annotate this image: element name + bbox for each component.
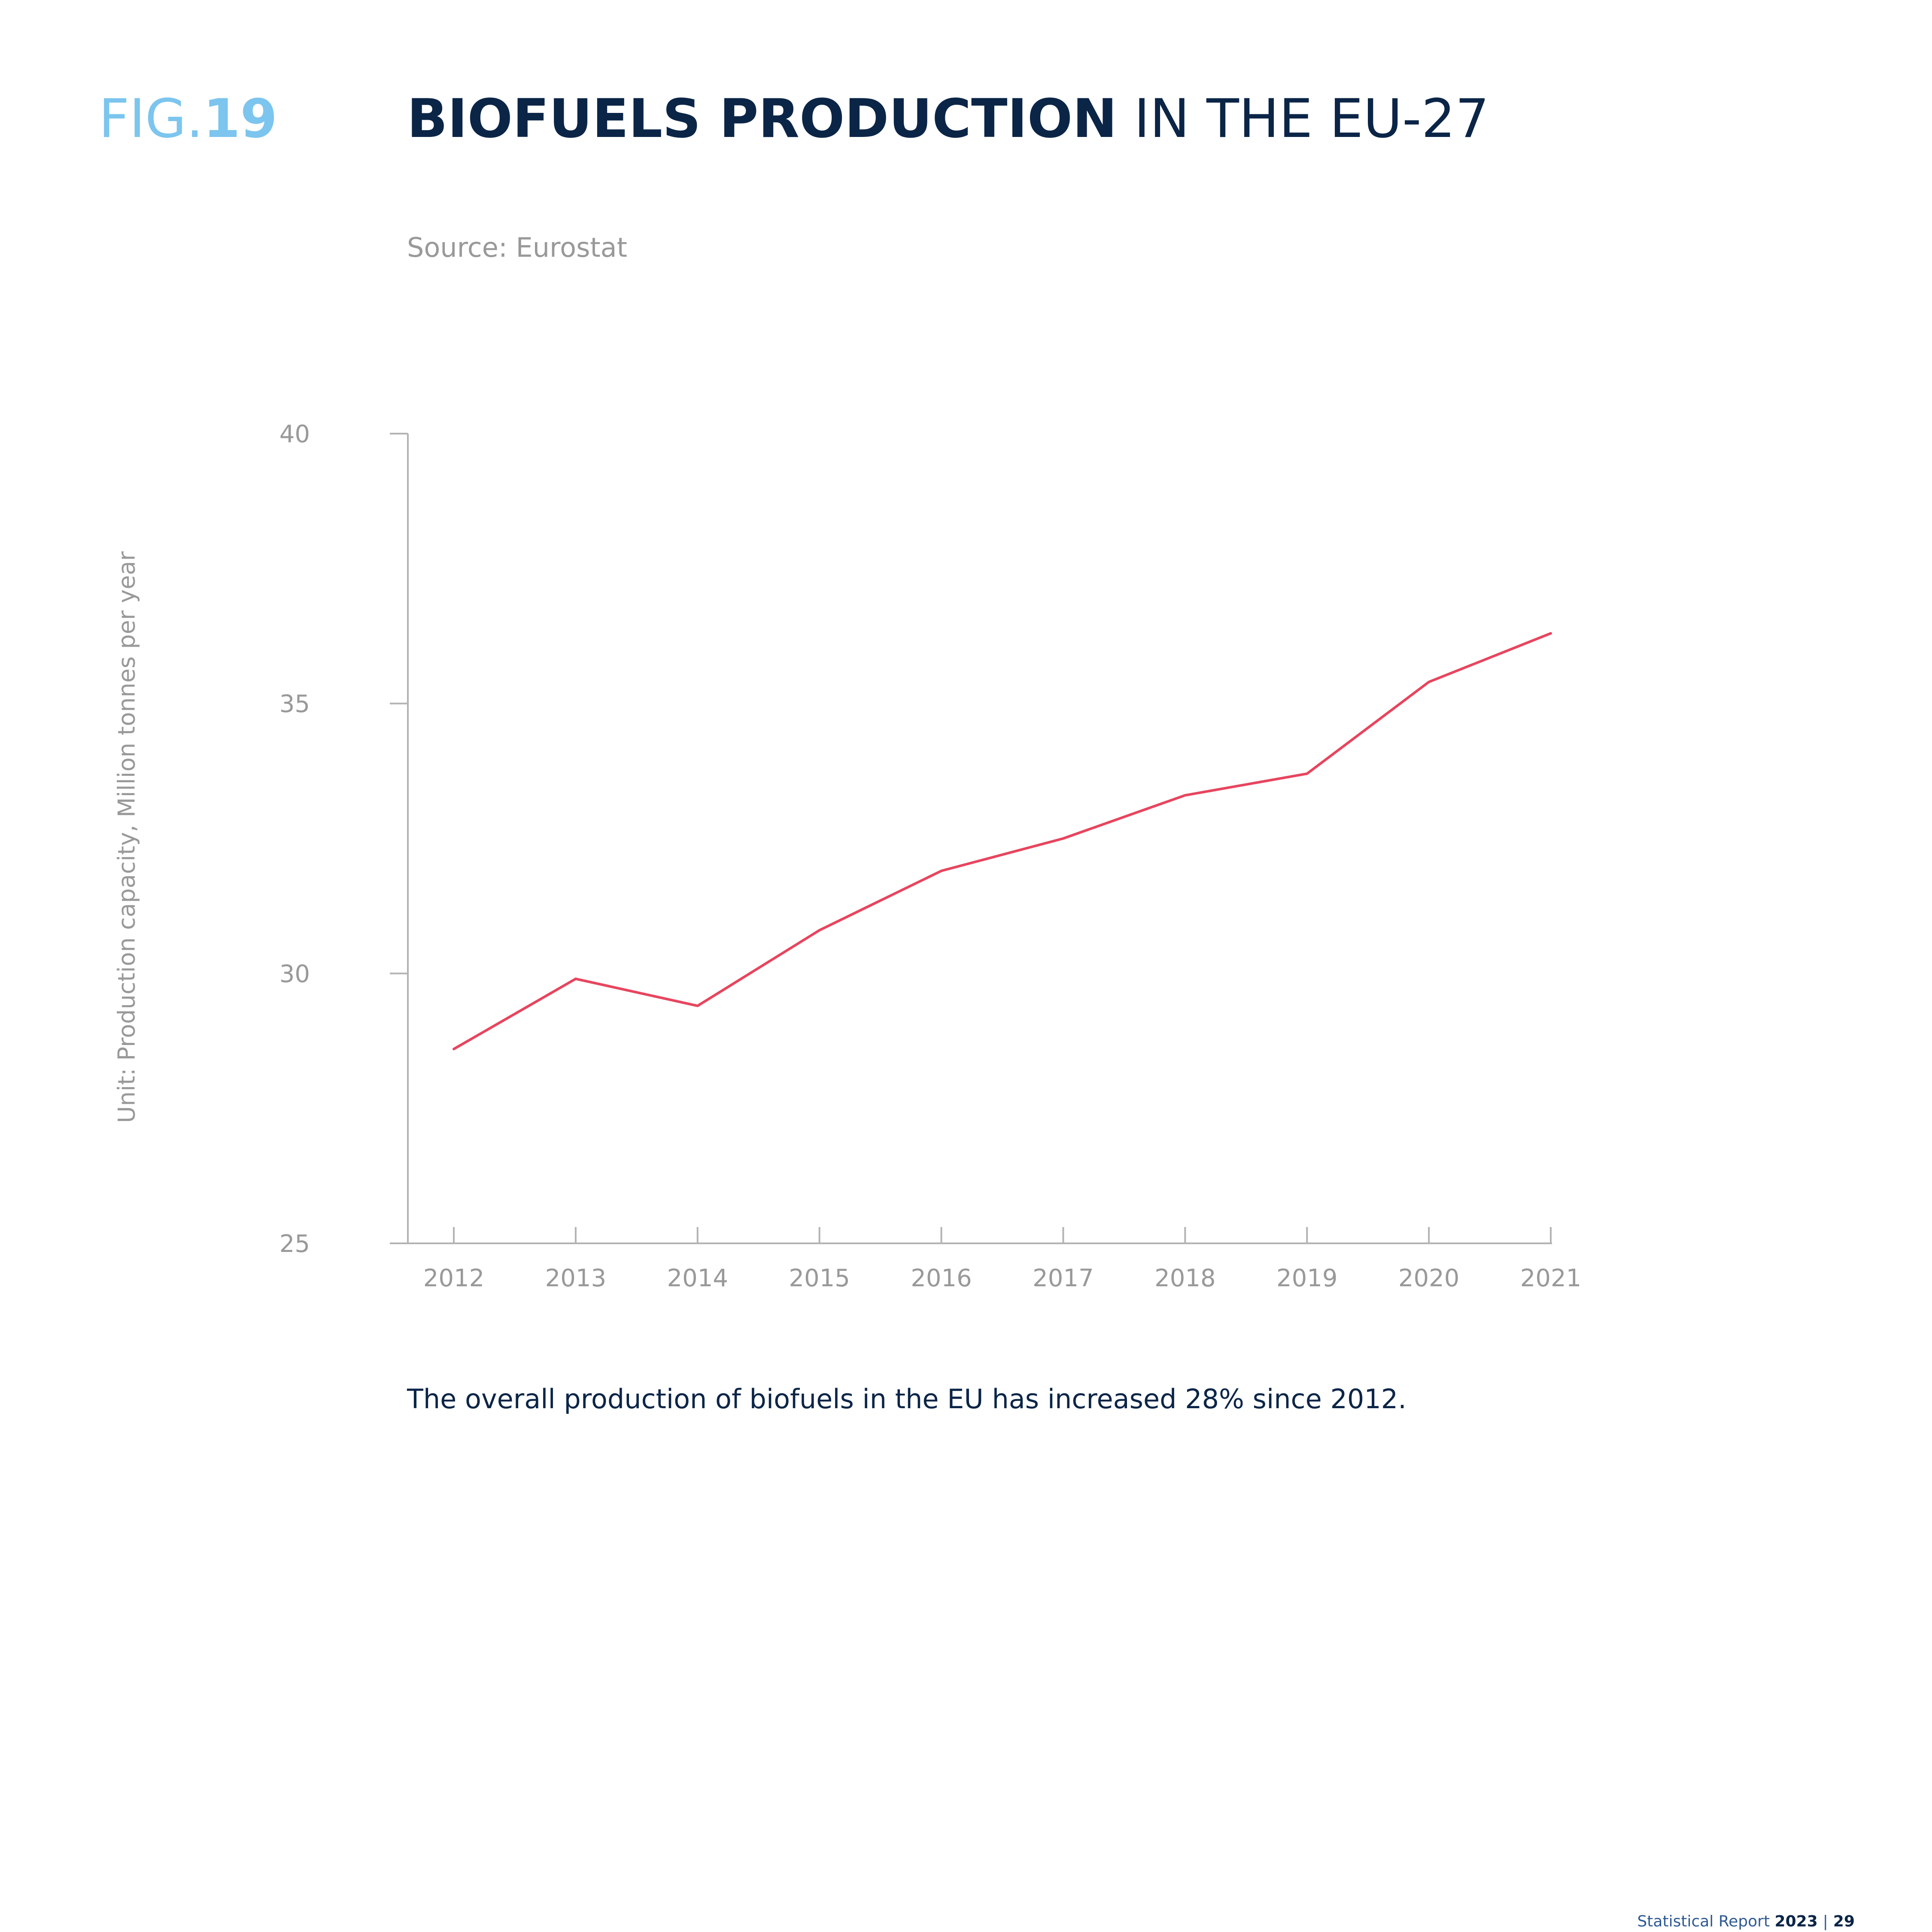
y-tick-label-25: 25 [279, 1230, 310, 1258]
x-tick-label-2021: 2021 [1520, 1264, 1582, 1292]
x-tick-label-2018: 2018 [1154, 1264, 1216, 1292]
x-tick-label-2013: 2013 [545, 1264, 607, 1292]
figure-prefix: FIG. [99, 88, 204, 150]
y-tick-label-30: 30 [279, 960, 310, 988]
x-tick-label-2014: 2014 [667, 1264, 729, 1292]
series-line-0 [453, 632, 1552, 1051]
page-footer: Statistical Report 2023 | 29 [1637, 1913, 1855, 1930]
source-note: Source: Eurostat [407, 232, 627, 263]
x-tick-label-2017: 2017 [1033, 1264, 1094, 1292]
y-tick-label-35: 35 [279, 690, 310, 718]
x-tick-label-2015: 2015 [789, 1264, 850, 1292]
title-bold-part: BIOFUELS PRODUCTION [407, 88, 1117, 150]
x-tick-label-2012: 2012 [423, 1264, 485, 1292]
footer-page-number: 29 [1833, 1913, 1855, 1930]
chart-title: BIOFUELS PRODUCTION IN THE EU-27 [407, 92, 1489, 146]
y-tick-label-40: 40 [279, 420, 310, 448]
chart-caption: The overall production of biofuels in th… [407, 1383, 1406, 1415]
footer-report-label: Statistical Report [1637, 1913, 1770, 1930]
x-tick-label-2020: 2020 [1398, 1264, 1460, 1292]
x-tick-label-2019: 2019 [1276, 1264, 1338, 1292]
figure-number: 19 [203, 88, 277, 150]
x-tick-label-2016: 2016 [911, 1264, 972, 1292]
figure-label: FIG.19 [99, 92, 277, 146]
title-light-part: IN THE EU-27 [1134, 88, 1489, 150]
footer-year: 2023 [1774, 1913, 1818, 1930]
footer-separator: | [1823, 1913, 1828, 1930]
